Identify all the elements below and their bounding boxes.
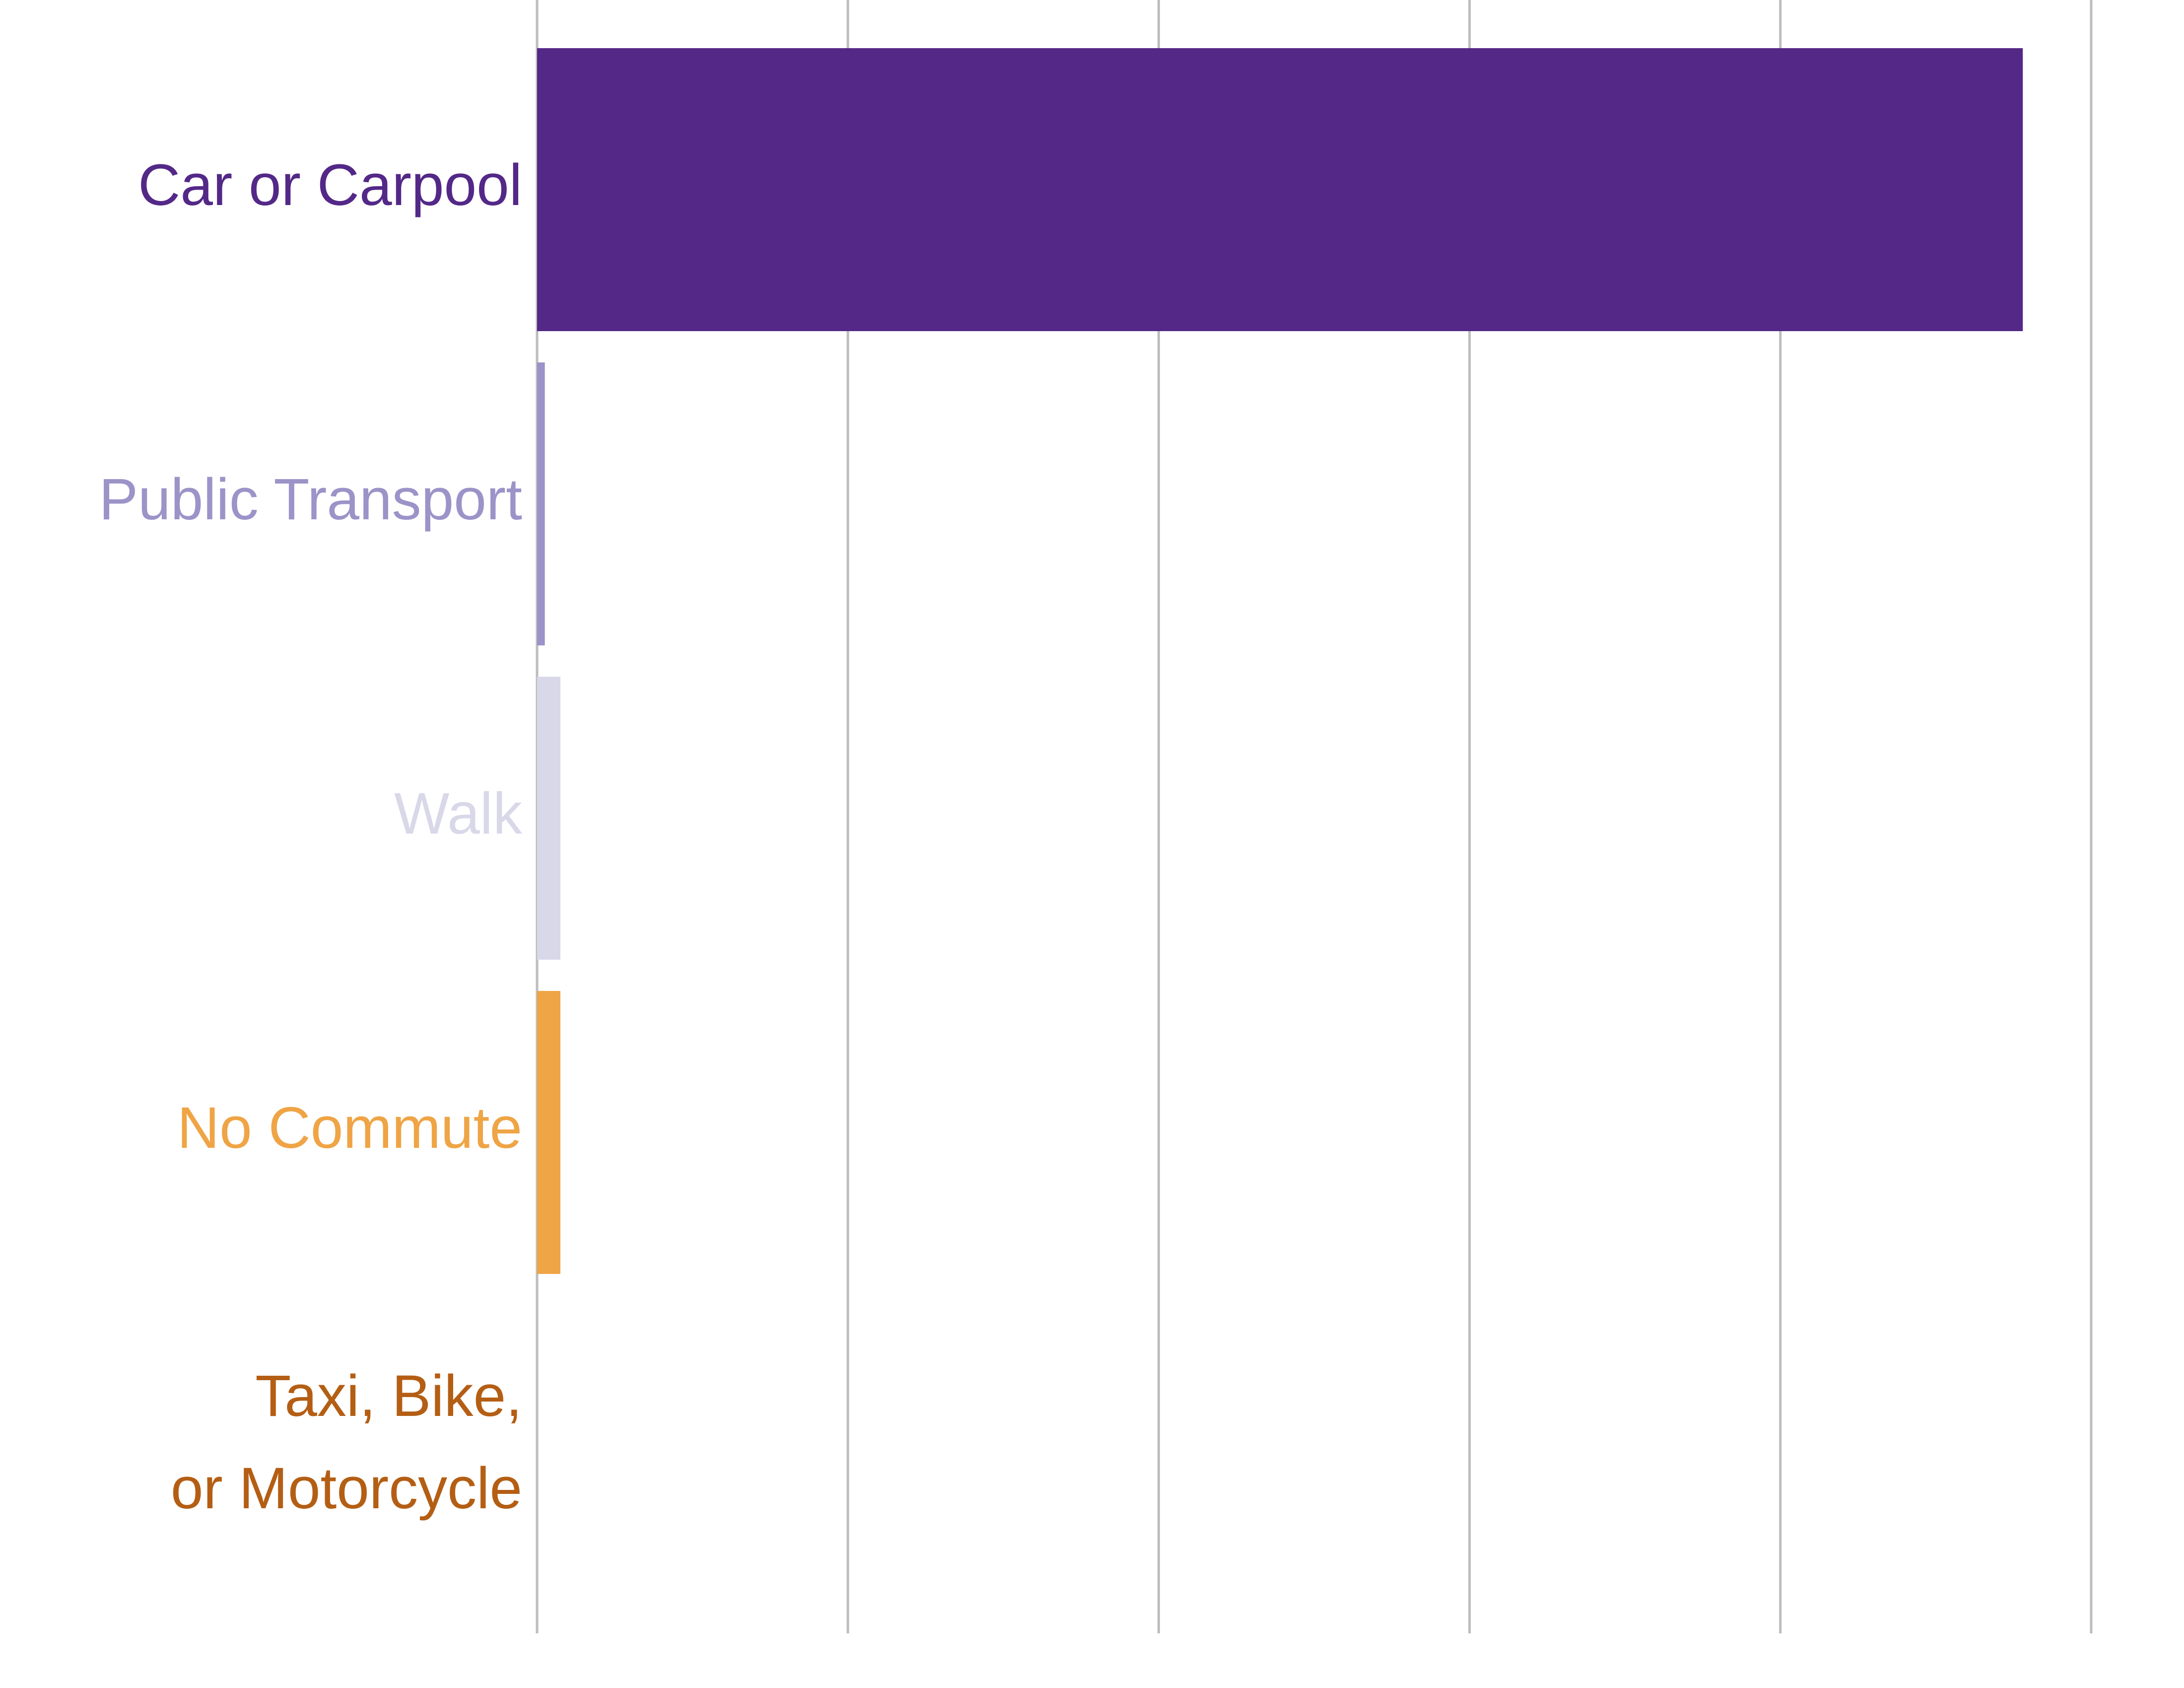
x-tick-label: 40 — [1126, 1677, 1191, 1688]
x-tick-label: 80 — [1748, 1677, 1813, 1688]
category-label: No Commute — [177, 1095, 522, 1161]
bar — [537, 362, 545, 645]
category-labels: Car or Carpool Public Transport Walk No Com… — [99, 152, 523, 1521]
x-axis-tick-labels: 0 20 40 60 80 100 — [521, 1677, 2140, 1688]
category-label: Taxi, Bike, — [255, 1363, 522, 1429]
x-tick-label: 100 — [2043, 1677, 2140, 1688]
category-label: Walk — [394, 781, 523, 846]
x-tick-label: 0 — [521, 1677, 553, 1688]
category-label: Public Transport — [99, 467, 522, 532]
bar — [537, 991, 560, 1274]
x-tick-label: 60 — [1437, 1677, 1502, 1688]
bar — [537, 48, 2023, 331]
bar — [537, 677, 560, 960]
category-label: or Motorcycle — [171, 1456, 522, 1521]
bars — [537, 48, 2023, 1274]
x-tick-label: 20 — [816, 1677, 881, 1688]
category-label: Car or Carpool — [138, 152, 522, 218]
